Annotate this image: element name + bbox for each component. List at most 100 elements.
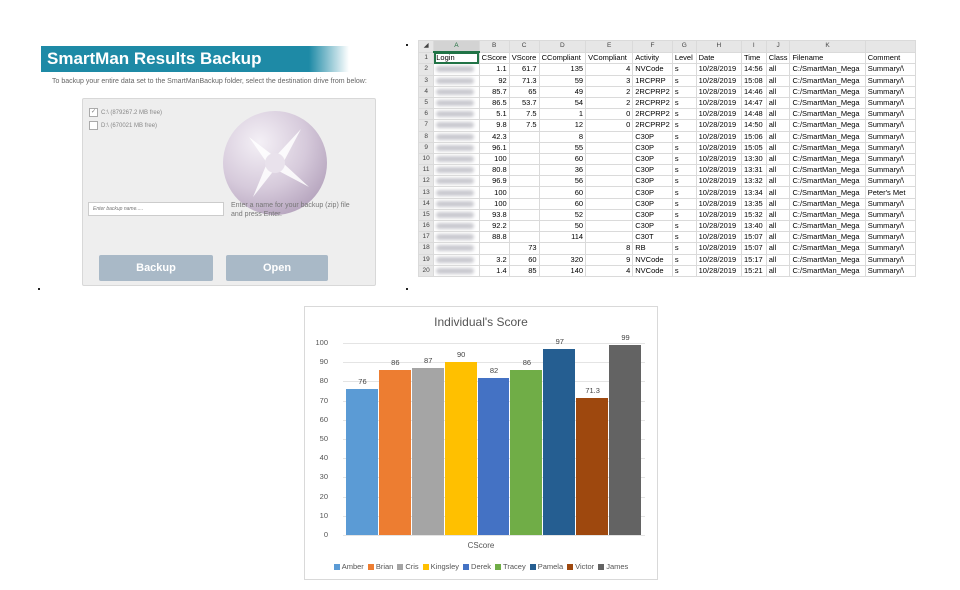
- table-cell[interactable]: [433, 130, 480, 143]
- table-cell[interactable]: Summary/\: [864, 253, 916, 266]
- table-cell[interactable]: all: [765, 197, 791, 210]
- table-cell[interactable]: C:/SmartMan_Mega: [789, 219, 866, 233]
- table-cell[interactable]: 93.8: [478, 208, 510, 222]
- table-cell[interactable]: C30P: [632, 152, 673, 166]
- table-cell[interactable]: 100: [478, 197, 510, 210]
- table-cell[interactable]: 2RCPRP2: [632, 96, 673, 110]
- table-cell[interactable]: all: [765, 175, 791, 188]
- table-cell[interactable]: [508, 197, 540, 210]
- table-cell[interactable]: 14:46: [740, 85, 767, 98]
- column-header[interactable]: A: [433, 40, 480, 54]
- table-cell[interactable]: all: [765, 231, 791, 244]
- table-cell[interactable]: C:/SmartMan_Mega: [789, 208, 866, 222]
- column-header[interactable]: B: [478, 40, 510, 53]
- bar[interactable]: [543, 348, 576, 535]
- table-cell[interactable]: C:/SmartMan_Mega: [789, 186, 866, 199]
- select-all-corner[interactable]: ◢: [418, 40, 435, 53]
- table-cell[interactable]: all: [765, 130, 791, 143]
- table-cell[interactable]: Summary/\: [864, 231, 916, 244]
- table-cell[interactable]: 9.8: [478, 119, 510, 132]
- column-header[interactable]: G: [671, 40, 697, 53]
- row-number[interactable]: 19: [418, 253, 435, 266]
- table-cell[interactable]: 0: [585, 108, 634, 121]
- table-cell[interactable]: C:/SmartMan_Mega: [789, 119, 866, 132]
- table-cell[interactable]: C30P: [632, 186, 673, 199]
- table-cell[interactable]: 5.1: [478, 108, 510, 121]
- table-cell[interactable]: all: [765, 96, 791, 110]
- table-cell[interactable]: C30P: [632, 141, 673, 154]
- table-cell[interactable]: Summary/\: [864, 108, 916, 121]
- table-cell[interactable]: [585, 186, 634, 199]
- table-cell[interactable]: C:/SmartMan_Mega: [789, 164, 866, 177]
- table-cell[interactable]: [508, 164, 540, 177]
- table-cell[interactable]: [508, 208, 540, 222]
- table-cell[interactable]: 320: [538, 253, 587, 266]
- table-cell[interactable]: all: [765, 108, 791, 121]
- table-cell[interactable]: 12: [538, 119, 587, 132]
- table-cell[interactable]: all: [765, 186, 791, 199]
- table-cell[interactable]: C:/SmartMan_Mega: [789, 242, 866, 255]
- table-cell[interactable]: 42.3: [478, 130, 510, 143]
- backup-button[interactable]: Backup: [99, 255, 213, 281]
- table-cell[interactable]: s: [671, 130, 697, 143]
- table-cell[interactable]: 4: [585, 264, 634, 277]
- row-number[interactable]: 5: [418, 96, 435, 110]
- table-cell[interactable]: 2RCPRP2: [632, 85, 673, 98]
- table-cell[interactable]: all: [765, 152, 791, 166]
- table-cell[interactable]: RB: [632, 242, 673, 255]
- table-cell[interactable]: 85: [508, 264, 540, 277]
- table-cell[interactable]: 14:48: [740, 108, 767, 121]
- table-cell[interactable]: 10/28/2019: [695, 197, 742, 210]
- row-number[interactable]: 6: [418, 108, 435, 121]
- bar[interactable]: [609, 344, 641, 535]
- table-cell[interactable]: 60: [538, 186, 587, 199]
- table-cell[interactable]: 13:34: [740, 186, 767, 199]
- table-cell[interactable]: 50: [538, 219, 587, 233]
- table-cell[interactable]: 1.4: [478, 264, 510, 277]
- table-cell[interactable]: all: [765, 208, 791, 222]
- table-cell[interactable]: 2RCPRP2: [632, 119, 673, 132]
- table-cell[interactable]: [508, 130, 540, 143]
- row-number[interactable]: 18: [418, 242, 435, 255]
- table-cell[interactable]: C:/SmartMan_Mega: [789, 74, 866, 87]
- table-cell[interactable]: [433, 63, 480, 76]
- table-cell[interactable]: [508, 186, 540, 199]
- table-cell[interactable]: [433, 85, 480, 98]
- table-cell[interactable]: s: [671, 175, 697, 188]
- table-cell[interactable]: C:/SmartMan_Mega: [789, 197, 866, 210]
- row-number[interactable]: 10: [418, 152, 435, 166]
- table-cell[interactable]: C30P: [632, 197, 673, 210]
- table-cell[interactable]: 1: [538, 108, 587, 121]
- row-number[interactable]: 12: [418, 175, 435, 188]
- legend-item[interactable]: Pamela: [529, 562, 563, 571]
- row-number[interactable]: 1: [418, 51, 435, 65]
- table-cell[interactable]: all: [765, 253, 791, 266]
- table-cell[interactable]: all: [765, 63, 791, 76]
- table-cell[interactable]: [538, 242, 587, 255]
- table-cell[interactable]: [433, 96, 480, 110]
- header-cell[interactable]: Filename: [789, 51, 866, 65]
- table-cell[interactable]: s: [671, 152, 697, 166]
- table-cell[interactable]: C30P: [632, 164, 673, 177]
- table-cell[interactable]: all: [765, 119, 791, 132]
- table-cell[interactable]: 96.9: [478, 175, 510, 188]
- table-cell[interactable]: [508, 175, 540, 188]
- table-cell[interactable]: 10/28/2019: [695, 264, 742, 277]
- table-cell[interactable]: C:/SmartMan_Mega: [789, 108, 866, 121]
- row-number[interactable]: 3: [418, 74, 435, 87]
- table-cell[interactable]: C:/SmartMan_Mega: [789, 175, 866, 188]
- table-cell[interactable]: 85.7: [478, 85, 510, 98]
- table-cell[interactable]: 10/28/2019: [695, 96, 742, 110]
- table-cell[interactable]: 13:40: [740, 219, 767, 233]
- table-cell[interactable]: all: [765, 85, 791, 98]
- table-cell[interactable]: 92: [478, 74, 510, 87]
- table-cell[interactable]: C30T: [632, 231, 673, 244]
- table-cell[interactable]: 14:50: [740, 119, 767, 132]
- bar[interactable]: [510, 369, 543, 535]
- row-number[interactable]: 8: [418, 130, 435, 143]
- table-cell[interactable]: [585, 130, 634, 143]
- table-cell[interactable]: [508, 141, 540, 154]
- table-cell[interactable]: Summary/\: [864, 242, 916, 255]
- table-cell[interactable]: C30P: [632, 219, 673, 233]
- legend-item[interactable]: Derek: [463, 562, 491, 571]
